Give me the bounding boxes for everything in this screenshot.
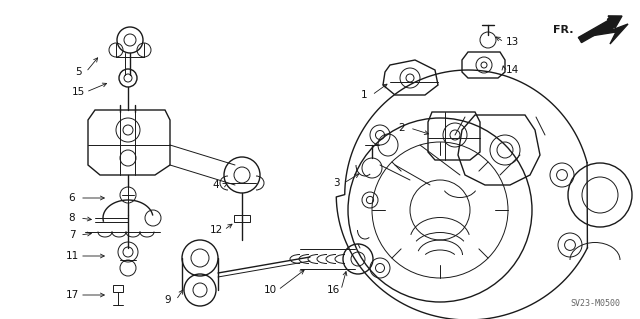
- Text: 3: 3: [333, 178, 339, 188]
- FancyArrow shape: [579, 16, 622, 43]
- Text: 15: 15: [72, 87, 84, 97]
- Text: FR.: FR.: [554, 25, 574, 35]
- Text: 11: 11: [65, 251, 79, 261]
- Text: 8: 8: [68, 213, 76, 223]
- Text: 5: 5: [75, 67, 81, 77]
- Text: 1: 1: [361, 90, 367, 100]
- Text: 13: 13: [506, 37, 518, 47]
- Polygon shape: [578, 18, 628, 44]
- Text: 16: 16: [326, 285, 340, 295]
- Text: 6: 6: [68, 193, 76, 203]
- Text: 9: 9: [164, 295, 172, 305]
- Text: 10: 10: [264, 285, 276, 295]
- Text: 4: 4: [212, 180, 220, 190]
- Text: 7: 7: [68, 230, 76, 240]
- Text: 17: 17: [65, 290, 79, 300]
- Text: 14: 14: [506, 65, 518, 75]
- Text: 2: 2: [399, 123, 405, 133]
- Text: SV23-M0500: SV23-M0500: [570, 299, 620, 308]
- Text: 12: 12: [209, 225, 223, 235]
